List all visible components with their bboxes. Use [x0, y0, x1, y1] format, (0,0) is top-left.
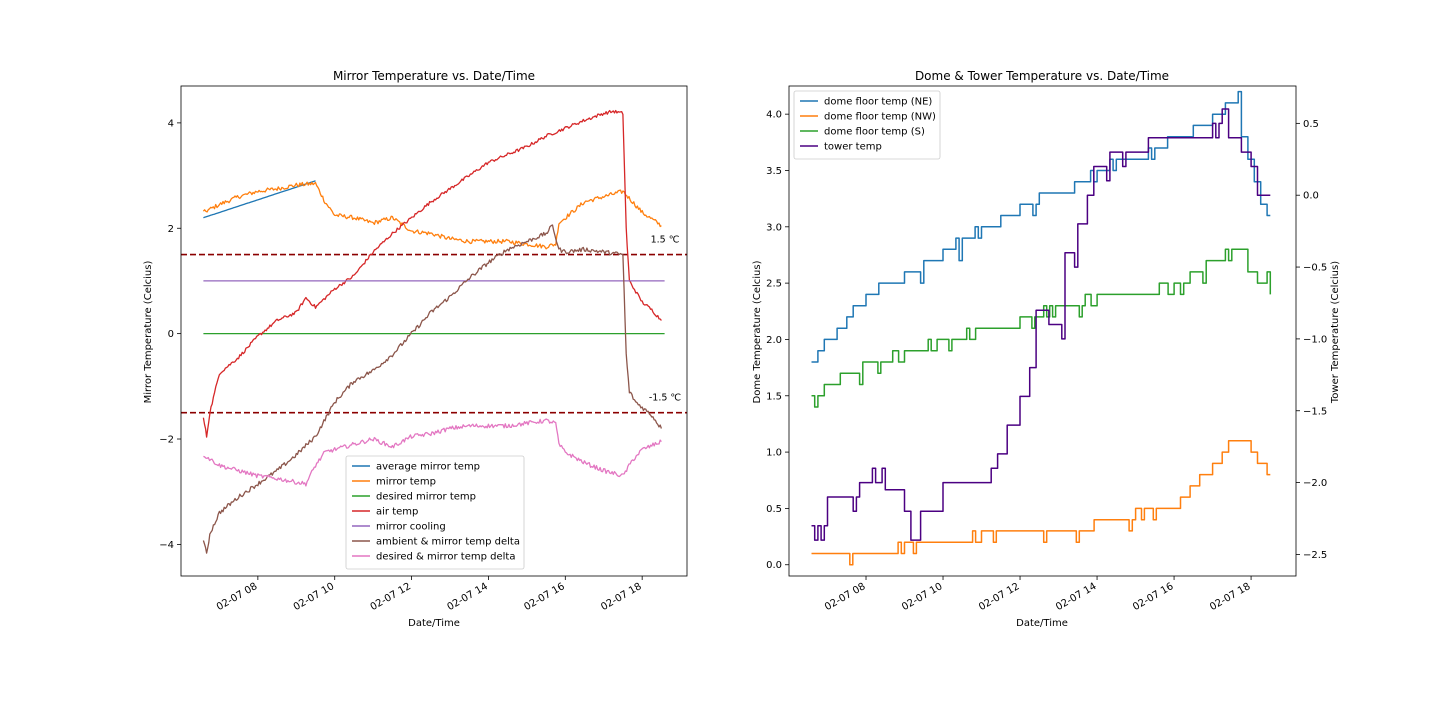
plot-frame [788, 85, 1297, 577]
legend-label: tower temp [824, 142, 882, 153]
legend-label: desired mirror temp [376, 492, 476, 503]
y2-tick-label: −1.5 [1303, 406, 1327, 417]
legend: dome floor temp (NE) dome floor temp (NW)… [793, 90, 941, 160]
legend-label: average mirror temp [376, 462, 480, 473]
x-axis-label: Date/Time [1016, 618, 1068, 629]
chart-title: Dome & Tower Temperature vs. Date/Time [915, 69, 1169, 83]
y-tick-label: 0.5 [766, 504, 782, 515]
mirror-temperature-chart: Mirror Temperature vs. Date/Time 1.5 ℃ -1… [143, 69, 688, 629]
y2-tick-label: −0.5 [1303, 263, 1327, 274]
legend-label: dome floor temp (S) [824, 127, 925, 138]
y-tick-label: 3.5 [766, 166, 782, 177]
legend-label: air temp [376, 507, 418, 518]
y-tick-label: 1.0 [766, 448, 782, 459]
y-axis-label: Dome Temperature (Celcius) [752, 260, 763, 403]
legend-label: desired & mirror temp delta [376, 552, 515, 563]
y2-tick-label: 0.0 [1303, 191, 1319, 202]
series-line-5 [202, 224, 663, 554]
y-tick-label: 2 [168, 224, 174, 235]
y-tick-label: 4 [168, 118, 174, 129]
y-tick-label: 1.5 [766, 391, 782, 402]
legend-label: dome floor temp (NE) [824, 97, 932, 108]
series-line-0 [811, 90, 1271, 363]
series-line-1 [811, 440, 1271, 566]
chart-title: Mirror Temperature vs. Date/Time [333, 69, 535, 83]
plot-frame [180, 85, 688, 577]
legend-label: mirror cooling [376, 522, 446, 533]
x-axis-label: Date/Time [408, 618, 460, 629]
y-tick-label: 2.5 [766, 279, 782, 290]
y-tick-label: 2.0 [766, 335, 782, 346]
y-tick-label: 0 [168, 329, 174, 340]
series-line-3 [811, 108, 1271, 541]
y-tick-label: −4 [159, 540, 174, 551]
legend-box [793, 90, 941, 160]
legend: average mirror temp mirror temp desired mi… [345, 455, 525, 570]
series-line-0 [203, 180, 316, 219]
y-tick-label: −2 [159, 435, 174, 446]
y2-axis-label: Tower Temperature (Celcius) [1330, 261, 1341, 404]
legend-box [345, 455, 525, 570]
series-line-1 [202, 181, 662, 250]
series-line-6 [203, 418, 662, 487]
legend-label: mirror temp [376, 477, 436, 488]
legend-label: dome floor temp (NW) [824, 112, 936, 123]
threshold-label: -1.5 ℃ [649, 393, 682, 404]
y2-tick-label: 0.5 [1303, 119, 1319, 130]
y-axis-label: Mirror Temperature (Celcius) [143, 261, 154, 404]
y-tick-label: 0.0 [766, 560, 782, 571]
series-line-3 [202, 109, 662, 438]
y2-tick-label: −2.5 [1303, 550, 1327, 561]
y-tick-label: 3.0 [766, 222, 782, 233]
y2-tick-label: −1.0 [1303, 334, 1327, 345]
series-line-2 [811, 248, 1272, 408]
threshold-label: 1.5 ℃ [651, 235, 680, 246]
legend-label: ambient & mirror temp delta [376, 537, 520, 548]
y2-tick-label: −2.0 [1303, 478, 1327, 489]
y-tick-label: 4.0 [766, 110, 782, 121]
